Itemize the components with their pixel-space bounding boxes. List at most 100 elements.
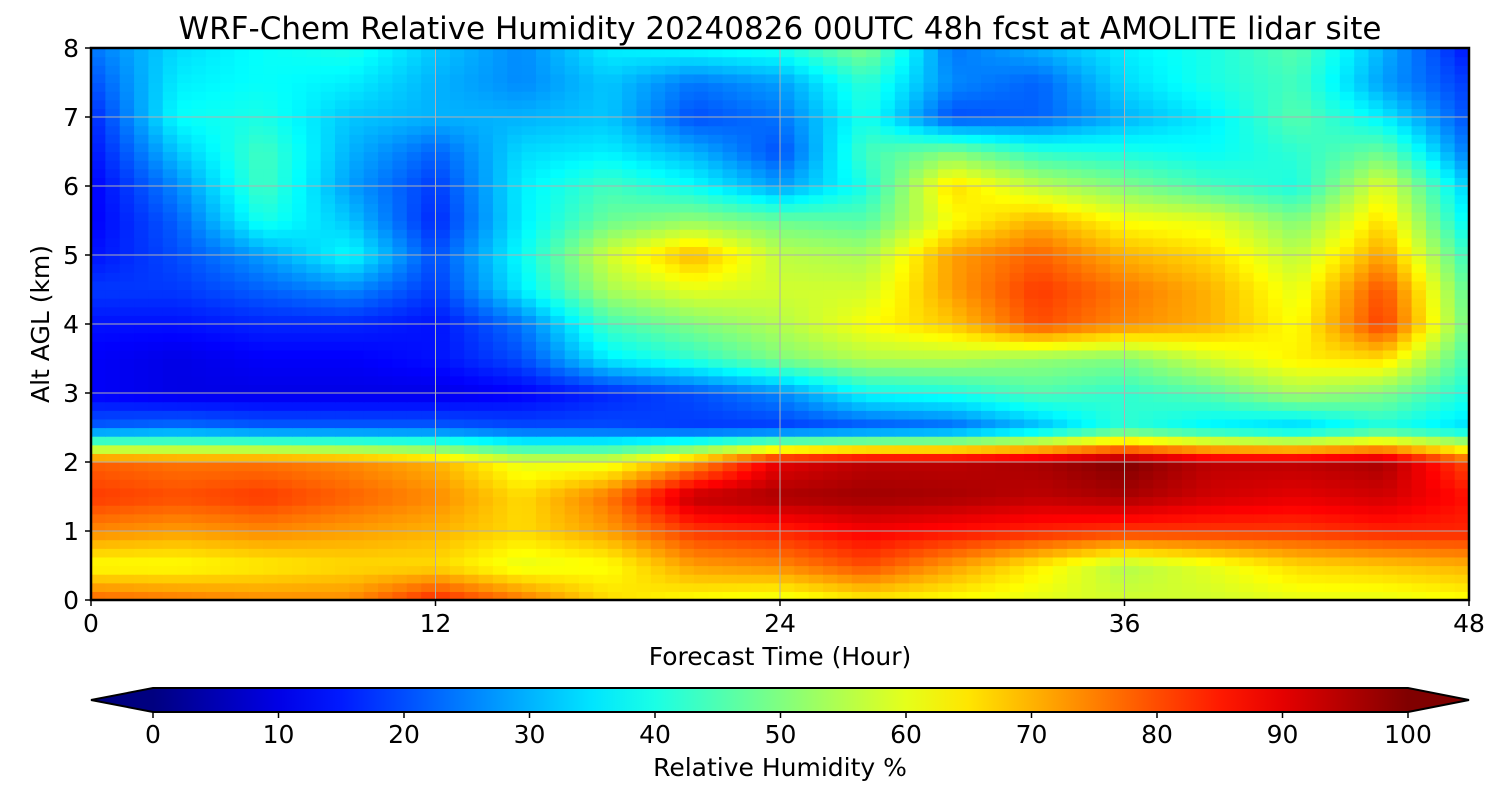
heatmap-cell	[406, 298, 422, 308]
heatmap-cell	[435, 367, 451, 377]
heatmap-cell	[593, 496, 609, 506]
heatmap-cell	[1411, 306, 1427, 316]
heatmap-cell	[205, 444, 221, 454]
heatmap-cell	[995, 186, 1011, 196]
heatmap-cell	[751, 539, 767, 549]
heatmap-cell	[636, 194, 652, 204]
heatmap-cell	[421, 453, 437, 463]
heatmap-cell	[1268, 220, 1283, 230]
heatmap-cell	[1440, 289, 1456, 299]
heatmap-cell	[952, 186, 968, 196]
heatmap-cell	[263, 444, 279, 454]
heatmap-cell	[134, 151, 150, 161]
heatmap-cell	[708, 565, 724, 575]
heatmap-cell	[349, 393, 365, 403]
heatmap-cell	[177, 237, 193, 247]
heatmap-cell	[1325, 582, 1341, 592]
heatmap-cell	[277, 539, 293, 549]
heatmap-cell	[291, 539, 307, 549]
heatmap-cell	[894, 263, 910, 273]
heatmap-cell	[995, 410, 1011, 420]
heatmap-cell	[980, 444, 996, 454]
heatmap-cell	[220, 332, 236, 342]
heatmap-cell	[636, 591, 652, 600]
heatmap-cell	[607, 574, 623, 584]
heatmap-cell	[622, 574, 638, 584]
heatmap-cell	[851, 298, 867, 308]
heatmap-cell	[1038, 229, 1054, 239]
heatmap-cell	[1167, 582, 1183, 592]
heatmap-cell	[521, 280, 537, 291]
heatmap-cell	[1354, 427, 1370, 437]
heatmap-cell	[1239, 384, 1255, 394]
heatmap-cell	[177, 444, 193, 454]
heatmap-cell	[650, 341, 666, 351]
heatmap-cell	[808, 556, 824, 567]
heatmap-cell	[507, 220, 523, 230]
heatmap-cell	[751, 298, 767, 308]
heatmap-cell	[535, 160, 551, 170]
heatmap-cell	[191, 591, 207, 600]
heatmap-cell	[1224, 186, 1240, 196]
heatmap-cell	[1397, 246, 1413, 256]
heatmap-cell	[1009, 565, 1025, 575]
heatmap-cell	[105, 479, 121, 489]
heatmap-cell	[708, 263, 724, 273]
heatmap-cell	[1382, 453, 1398, 463]
heatmap-cell	[823, 263, 839, 273]
heatmap-cell	[722, 332, 738, 342]
heatmap-cell	[1153, 186, 1169, 196]
heatmap-cell	[923, 186, 939, 196]
heatmap-cell	[923, 194, 939, 204]
heatmap-cell	[91, 401, 106, 411]
heatmap-cell	[794, 298, 810, 308]
heatmap-cell	[349, 574, 365, 584]
heatmap-cell	[205, 479, 221, 489]
heatmap-cell	[464, 522, 480, 532]
heatmap-cell	[507, 574, 523, 584]
heatmap-cell	[880, 367, 896, 377]
heatmap-cell	[1239, 186, 1255, 196]
heatmap-cell	[291, 410, 307, 420]
heatmap-cell	[105, 513, 121, 523]
heatmap-cell	[708, 487, 724, 498]
heatmap-cell	[1081, 479, 1097, 489]
heatmap-cell	[1354, 246, 1370, 256]
heatmap-cell	[1181, 168, 1197, 178]
heatmap-cell	[1124, 349, 1140, 360]
heatmap-cell	[995, 324, 1011, 334]
heatmap-cell	[1268, 393, 1283, 403]
heatmap-cell	[1382, 237, 1398, 247]
heatmap-cell	[349, 591, 365, 600]
heatmap-cell	[234, 505, 250, 515]
heatmap-cell	[1038, 375, 1054, 385]
heatmap-cell	[105, 384, 121, 394]
heatmap-cell	[1095, 393, 1111, 403]
heatmap-cell	[1081, 384, 1097, 394]
heatmap-cell	[248, 341, 264, 351]
heatmap-cell	[966, 522, 982, 532]
heatmap-cell	[263, 332, 279, 342]
heatmap-cell	[91, 591, 106, 600]
heatmap-cell	[421, 203, 437, 213]
heatmap-cell	[1440, 487, 1456, 498]
heatmap-cell	[1052, 211, 1068, 222]
heatmap-cell	[866, 280, 882, 291]
heatmap-cell	[435, 211, 451, 222]
heatmap-cell	[464, 367, 480, 377]
heatmap-cell	[349, 263, 365, 273]
heatmap-cell	[823, 574, 839, 584]
heatmap-cell	[1339, 263, 1355, 273]
heatmap-cell	[593, 479, 609, 489]
heatmap-cell	[263, 315, 279, 325]
heatmap-cell	[722, 418, 738, 429]
heatmap-cell	[1038, 401, 1054, 411]
heatmap-cell	[1224, 427, 1240, 437]
heatmap-cell	[162, 324, 178, 334]
heatmap-cell	[291, 548, 307, 558]
heatmap-cell	[1081, 186, 1097, 196]
heatmap-cell	[794, 539, 810, 549]
heatmap-cell	[823, 280, 839, 291]
heatmap-cell	[1454, 246, 1469, 256]
heatmap-cell	[378, 168, 394, 178]
